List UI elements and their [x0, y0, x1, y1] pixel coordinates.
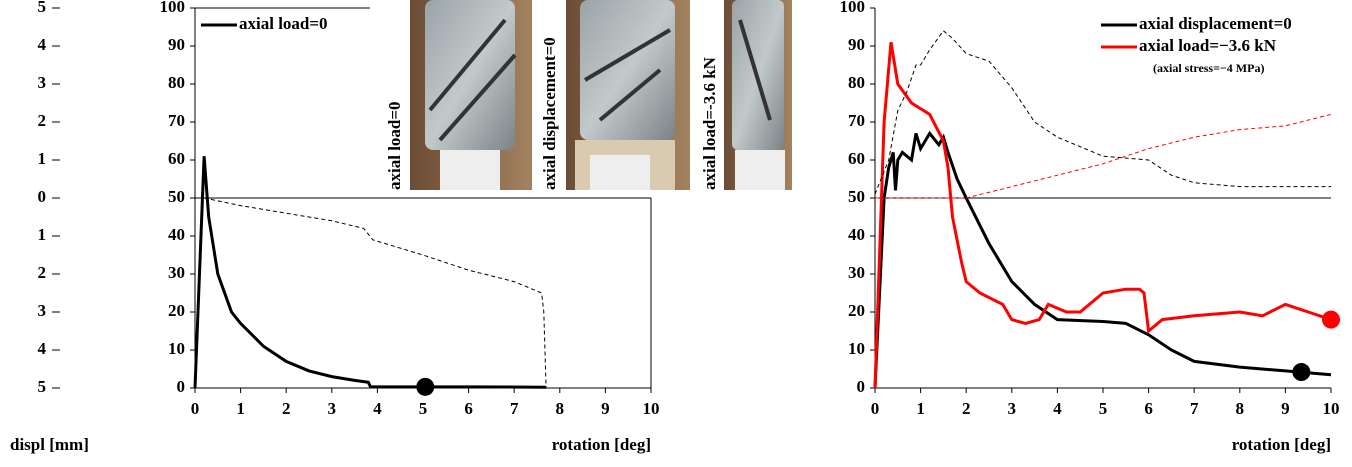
y-tick-label: 100 — [840, 0, 866, 16]
series-line — [873, 41, 1332, 389]
y-tick-label: 50 — [168, 187, 185, 206]
x-tick-label: 8 — [556, 399, 565, 418]
y2-tick-label: 5 — [38, 0, 47, 16]
x-tick-label: 1 — [236, 399, 245, 418]
y-tick-label: 70 — [848, 111, 865, 130]
end-marker — [416, 377, 435, 396]
x-tick-label: 5 — [419, 399, 428, 418]
y-tick-label: 30 — [168, 263, 185, 282]
x-tick-label: 9 — [601, 399, 610, 418]
x-tick-label: 0 — [191, 399, 200, 418]
y-tick-label: 10 — [168, 339, 185, 358]
x-tick-label: 7 — [1190, 399, 1199, 418]
y-tick-label: 80 — [848, 73, 865, 92]
x-tick-label: 8 — [1236, 399, 1245, 418]
x-tick-label: 1 — [916, 399, 925, 418]
y2-tick-label: 0 — [38, 187, 47, 206]
y2-tick-label: 3 — [38, 73, 47, 92]
y2-tick-label: 4 — [38, 339, 47, 358]
photo-caption: axial load=-3.6 kN — [700, 56, 719, 190]
y-tick-label: 40 — [848, 225, 865, 244]
y-tick-label: 100 — [160, 0, 186, 16]
x-axis-label: rotation [deg] — [1232, 435, 1331, 454]
y-tick-label: 60 — [168, 149, 185, 168]
photo-caption: axial load=0 — [385, 101, 404, 190]
y-tick-label: 50 — [848, 187, 865, 206]
x-tick-label: 6 — [464, 399, 473, 418]
y2-axis-label: displ [mm] — [10, 435, 89, 454]
x-tick-label: 4 — [373, 399, 382, 418]
x-tick-label: 3 — [1008, 399, 1017, 418]
series-line — [875, 113, 1332, 199]
legend-note: (axial stress=−4 MPa) — [1153, 61, 1264, 75]
x-tick-label: 3 — [328, 399, 337, 418]
y-tick-label: 10 — [848, 339, 865, 358]
y-tick-label: 20 — [168, 301, 185, 320]
y-tick-label: 0 — [857, 377, 866, 396]
end-marker — [1322, 310, 1340, 329]
y-tick-label: 90 — [168, 35, 185, 54]
y2-tick-label: 2 — [38, 263, 47, 282]
legend-label: axial displacement=0 — [1139, 14, 1292, 33]
x-tick-label: 0 — [871, 399, 880, 418]
x-tick-label: 2 — [962, 399, 971, 418]
y2-tick-label: 1 — [38, 225, 47, 244]
y2-tick-label: 2 — [38, 111, 47, 130]
end-marker — [1292, 363, 1311, 382]
photo-caption: axial displacement=0 — [540, 37, 559, 190]
y-tick-label: 90 — [848, 35, 865, 54]
x-tick-label: 5 — [1099, 399, 1108, 418]
x-tick-label: 7 — [510, 399, 519, 418]
x-tick-label: 6 — [1144, 399, 1153, 418]
photo-3: axial load=-3.6 kN — [700, 0, 792, 190]
series-line — [874, 30, 1331, 195]
series-line — [873, 130, 1332, 389]
x-tick-label: 2 — [282, 399, 291, 418]
y2-tick-label: 5 — [38, 377, 47, 396]
y2-tick-label: 3 — [38, 301, 47, 320]
x-tick-label: 10 — [643, 399, 660, 418]
photo-2: axial displacement=0 — [540, 0, 690, 190]
x-tick-label: 10 — [1323, 399, 1340, 418]
x-tick-label: 9 — [1281, 399, 1290, 418]
photo-1: axial load=0 — [385, 0, 532, 190]
legend-label: axial load=−3.6 kN — [1139, 36, 1277, 55]
legend-label: axial load=0 — [239, 14, 328, 33]
y-tick-label: 40 — [168, 225, 185, 244]
x-axis-label: rotation [deg] — [552, 435, 651, 454]
y2-tick-label: 1 — [38, 149, 47, 168]
y-tick-label: 80 — [168, 73, 185, 92]
y-tick-label: 70 — [168, 111, 185, 130]
series-line — [203, 197, 547, 389]
y-tick-label: 30 — [848, 263, 865, 282]
y-tick-label: 0 — [177, 377, 186, 396]
y-tick-label: 20 — [848, 301, 865, 320]
x-tick-label: 4 — [1053, 399, 1062, 418]
y-tick-label: 60 — [848, 149, 865, 168]
series-line — [193, 156, 547, 389]
y2-tick-label: 4 — [38, 35, 47, 54]
